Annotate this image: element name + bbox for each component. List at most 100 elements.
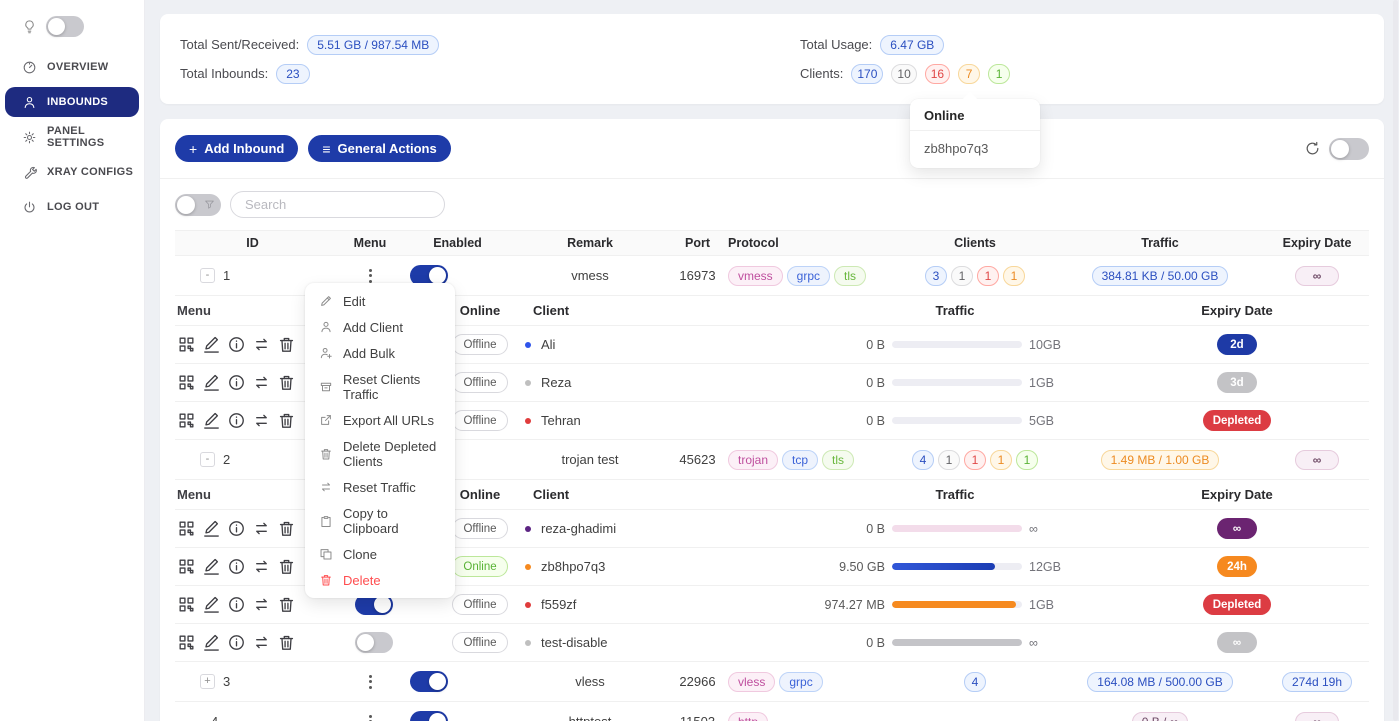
collapse-button[interactable]: -	[200, 452, 215, 467]
menu-item-add-bulk[interactable]: Add Bulk	[305, 340, 455, 366]
reset-icon[interactable]	[252, 519, 271, 538]
trash-icon[interactable]	[277, 633, 296, 652]
add-inbound-button[interactable]: + Add Inbound	[175, 135, 299, 162]
sent-received-value: 5.51 GB / 987.54 MB	[307, 34, 440, 55]
auto-refresh-toggle[interactable]	[1329, 137, 1369, 160]
sidebar-item-log-out[interactable]: LOG OUT	[5, 192, 139, 222]
traffic-limit: 10GB	[1029, 337, 1061, 352]
clients-count-online[interactable]: 1	[988, 63, 1011, 84]
client-count-badge[interactable]: 1	[938, 449, 960, 470]
client-count-badge[interactable]: 1	[1003, 265, 1025, 286]
inbound-enabled-toggle[interactable]	[410, 671, 448, 692]
menu-item-add-client[interactable]: Add Client	[305, 314, 455, 340]
general-actions-button[interactable]: ≡ General Actions	[308, 135, 451, 162]
qrcode-icon[interactable]	[177, 373, 196, 392]
sidebar-item-inbounds[interactable]: INBOUNDS	[5, 87, 139, 117]
menu-item-copy-to-clipboard[interactable]: Copy to Clipboard	[305, 500, 455, 541]
sub-header-client: Client	[533, 303, 570, 318]
menu-lines-icon: ≡	[322, 140, 331, 157]
collapse-button[interactable]: -	[200, 268, 215, 283]
client-count-badge[interactable]: 3	[925, 265, 947, 286]
clients-count-depleted[interactable]: 16	[924, 63, 951, 84]
reset-icon[interactable]	[252, 595, 271, 614]
trash-icon[interactable]	[277, 411, 296, 430]
traffic-limit: ∞	[1029, 635, 1038, 650]
client-enabled-toggle[interactable]	[355, 632, 393, 653]
filter-toggle[interactable]	[175, 193, 221, 216]
reset-icon[interactable]	[252, 633, 271, 652]
edit-icon[interactable]	[202, 519, 221, 538]
clients-count-deactive[interactable]: 10	[891, 63, 917, 84]
clients-count-expiring[interactable]: 7	[958, 63, 981, 84]
sidebar-item-panel-settings[interactable]: PANEL SETTINGS	[5, 122, 139, 152]
client-name: Reza	[541, 375, 572, 390]
reset-icon[interactable]	[252, 411, 271, 430]
inbound-enabled-toggle[interactable]	[410, 711, 448, 721]
row-menu-button[interactable]	[359, 711, 382, 721]
sidebar-item-xray-configs[interactable]: XRAY CONFIGS	[5, 157, 139, 187]
menu-item-export-all-urls[interactable]: Export All URLs	[305, 407, 455, 433]
sub-header-expiry: Expiry Date	[1201, 487, 1273, 502]
edit-icon[interactable]	[202, 335, 221, 354]
client-count-badge[interactable]: 1	[977, 265, 999, 286]
client-count-badge[interactable]: 1	[951, 265, 973, 286]
edit-icon[interactable]	[202, 595, 221, 614]
reset-icon[interactable]	[252, 335, 271, 354]
edit-icon[interactable]	[202, 633, 221, 652]
info-icon[interactable]	[227, 633, 246, 652]
row-menu-button[interactable]	[359, 265, 382, 287]
menu-item-delete[interactable]: Delete	[305, 567, 455, 593]
trash-icon[interactable]	[277, 519, 296, 538]
menu-item-delete-depleted-clients[interactable]: Delete Depleted Clients	[305, 433, 455, 474]
client-count-badge[interactable]: 1	[1016, 449, 1038, 470]
scrollbar[interactable]	[1393, 0, 1398, 721]
info-icon[interactable]	[227, 373, 246, 392]
online-status-badge: Offline	[452, 518, 508, 539]
info-icon[interactable]	[227, 557, 246, 576]
client-color-dot	[525, 563, 531, 570]
trash-icon[interactable]	[277, 335, 296, 354]
edit-icon[interactable]	[202, 411, 221, 430]
client-enabled-toggle[interactable]	[355, 594, 393, 615]
row-menu-button[interactable]	[359, 671, 382, 693]
client-count-badge[interactable]: 1	[990, 449, 1012, 470]
online-status-badge: Offline	[452, 410, 508, 431]
client-count-badge[interactable]: 1	[964, 449, 986, 470]
info-icon[interactable]	[227, 519, 246, 538]
menu-item-reset-traffic[interactable]: Reset Traffic	[305, 474, 455, 500]
inbound-enabled-toggle[interactable]	[410, 265, 448, 286]
qrcode-icon[interactable]	[177, 411, 196, 430]
qrcode-icon[interactable]	[177, 633, 196, 652]
sidebar-item-overview[interactable]: OVERVIEW	[5, 52, 139, 82]
qrcode-icon[interactable]	[177, 557, 196, 576]
qrcode-icon[interactable]	[177, 335, 196, 354]
client-count-badge[interactable]: 4	[912, 449, 934, 470]
qrcode-icon[interactable]	[177, 595, 196, 614]
reset-icon[interactable]	[252, 373, 271, 392]
menu-item-reset-clients-traffic[interactable]: Reset Clients Traffic	[305, 366, 455, 407]
client-name: test-disable	[541, 635, 608, 650]
info-icon[interactable]	[227, 335, 246, 354]
client-count-badge[interactable]: 4	[964, 671, 986, 692]
edit-icon[interactable]	[202, 557, 221, 576]
client-name: Ali	[541, 337, 556, 352]
wrench-icon	[22, 165, 37, 180]
info-icon[interactable]	[227, 595, 246, 614]
trash-icon[interactable]	[277, 595, 296, 614]
refresh-icon[interactable]	[1304, 140, 1321, 157]
trash-icon[interactable]	[277, 557, 296, 576]
search-input[interactable]	[230, 191, 445, 218]
inbound-row-1: - 1 vmess 16973 vmess grpc tls 3 1 1 1	[175, 256, 1369, 296]
menu-item-clone[interactable]: Clone	[305, 541, 455, 567]
qrcode-icon[interactable]	[177, 519, 196, 538]
edit-icon[interactable]	[202, 373, 221, 392]
reset-icon[interactable]	[252, 557, 271, 576]
menu-item-edit[interactable]: Edit	[305, 288, 455, 314]
info-icon[interactable]	[227, 411, 246, 430]
sidebar-item-label: OVERVIEW	[47, 61, 109, 73]
client-row-test-disable: Offline test-disable 0 B ∞ ∞	[175, 624, 1369, 662]
theme-toggle[interactable]	[46, 16, 84, 37]
trash-icon[interactable]	[277, 373, 296, 392]
clients-count-total[interactable]: 170	[851, 63, 884, 84]
expand-button[interactable]: +	[200, 674, 215, 689]
